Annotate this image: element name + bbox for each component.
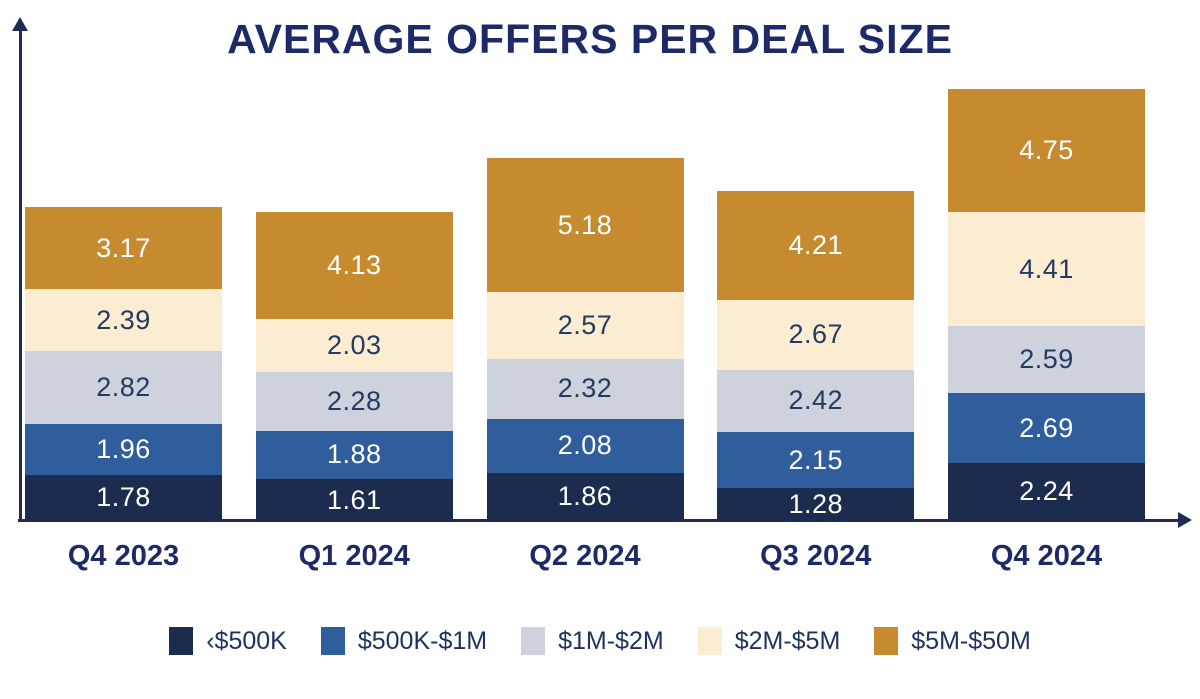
bar-segment-500k-1m: 2.69	[948, 393, 1145, 463]
bar-segment-500k: 1.61	[255, 479, 453, 521]
bar-segment-value: 1.86	[557, 481, 613, 512]
legend-item-1m-2m: $1M-$2M	[521, 627, 664, 656]
x-tick-label-q3-2024: Q3 2024	[760, 540, 872, 572]
x-tick-label-q1-2024: Q1 2024	[298, 540, 410, 572]
bar-segment-value: 1.61	[326, 484, 382, 515]
bar-segment-value: 2.57	[557, 310, 613, 341]
bar-segment-value: 2.39	[96, 304, 151, 335]
bar-q2-2024: 1.86 2.08 2.32 2.57 5.18	[486, 158, 684, 521]
bar-segment-2m-5m: 2.67	[717, 300, 915, 370]
y-axis	[19, 30, 22, 522]
bar-segment-value: 1.28	[788, 488, 844, 519]
legend-label: $2M-$5M	[734, 626, 841, 655]
bar-segment-value: 2.03	[326, 329, 382, 360]
legend-swatch-1m-2m	[521, 627, 546, 655]
bar-segment-5m-50m: 5.18	[486, 158, 684, 293]
bar-segment-1m-2m: 2.32	[486, 358, 684, 419]
bar-segment-value: 4.13	[326, 250, 382, 281]
legend-item-2m-5m: $2M-$5M	[697, 626, 841, 656]
bar-segment-1m-2m: 2.59	[948, 326, 1145, 394]
bar-q1-2024: 1.61 1.88 2.28 2.03 4.13	[255, 212, 453, 521]
bar-segment-2m-5m: 4.41	[948, 212, 1145, 327]
legend-swatch-2m-5m	[697, 627, 722, 655]
bar-segment-value: 4.41	[1019, 253, 1074, 284]
bar-segment-1m-2m: 2.28	[255, 371, 453, 431]
bar-segment-2m-5m: 2.39	[25, 289, 222, 352]
bar-segment-1m-2m: 2.82	[25, 351, 222, 425]
bar-segment-5m-50m: 4.21	[717, 191, 915, 301]
bar-segment-2m-5m: 2.57	[486, 292, 684, 359]
legend-swatch-500k-1m	[320, 627, 345, 655]
bar-segment-value: 2.32	[557, 373, 613, 404]
bar-segment-value: 2.24	[1019, 476, 1074, 507]
bar-segment-2m-5m: 2.03	[255, 319, 453, 372]
bar-q4-2023: 1.78 1.96 2.82 2.39 3.17	[25, 207, 222, 521]
bar-segment-value: 2.28	[326, 385, 382, 416]
x-axis-arrow-icon	[1178, 512, 1192, 528]
legend-item-500k-1m: $500K-$1M	[320, 626, 488, 656]
bar-segment-value: 1.78	[96, 482, 151, 513]
bar-segment-500k: 1.86	[486, 472, 684, 521]
bar-segment-value: 2.42	[788, 385, 844, 416]
bar-segment-500k: 1.78	[25, 474, 222, 521]
legend-item-5m-50m: $5M-$50M	[874, 627, 1031, 656]
legend-label: ‹$500K	[206, 626, 287, 655]
bar-segment-5m-50m: 4.13	[255, 212, 453, 320]
legend: ‹$500K $500K-$1M $1M-$2M $2M-$5M $5M-$50M	[0, 622, 1200, 660]
bar-q4-2024: 2.24 2.69 2.59 4.41 4.75	[948, 89, 1145, 521]
bar-segment-500k: 1.28	[717, 487, 915, 521]
bar-segment-value: 4.21	[788, 230, 844, 261]
bar-segment-500k-1m: 2.15	[717, 432, 915, 488]
bar-segment-value: 2.82	[96, 372, 151, 403]
bar-segment-value: 2.67	[788, 319, 844, 350]
bar-segment-value: 4.75	[1019, 135, 1074, 166]
bars-area: 1.78 1.96 2.82 2.39 3.17 1.61 1.88 2.28 2.03 4.13…	[25, 89, 1145, 521]
bar-segment-500k-1m: 2.08	[486, 418, 684, 473]
legend-label: $500K-$1M	[357, 626, 488, 655]
bar-segment-value: 3.17	[96, 232, 151, 263]
bar-segment-value: 2.08	[557, 430, 613, 461]
bar-segment-500k: 2.24	[948, 462, 1145, 521]
bar-segment-value: 2.15	[788, 444, 844, 475]
chart-title: AVERAGE OFFERS PER DEAL SIZE	[227, 16, 953, 62]
x-tick-label-q4-2024: Q4 2024	[990, 540, 1103, 572]
x-tick-labels: Q4 2023 Q1 2024 Q2 2024 Q3 2024 Q4 2024	[25, 540, 1145, 573]
legend-label: $1M-$2M	[558, 626, 664, 655]
bar-segment-value: 5.18	[557, 209, 613, 240]
bar-segment-5m-50m: 3.17	[25, 207, 222, 290]
y-axis-arrow-icon	[12, 17, 28, 31]
bar-segment-500k-1m: 1.88	[255, 430, 453, 480]
legend-label: $5M-$50M	[911, 626, 1031, 655]
legend-swatch-500k	[169, 627, 194, 655]
bar-segment-value: 2.69	[1019, 412, 1074, 443]
legend-swatch-5m-50m	[874, 627, 899, 655]
bar-q3-2024: 1.28 2.15 2.42 2.67 4.21	[717, 191, 915, 521]
bar-segment-value: 1.96	[96, 434, 151, 465]
bar-segment-5m-50m: 4.75	[948, 89, 1145, 213]
legend-item-500k: ‹$500K	[169, 627, 287, 656]
bar-segment-value: 1.88	[326, 439, 382, 470]
bar-segment-500k-1m: 1.96	[25, 424, 222, 475]
x-tick-label-q4-2023: Q4 2023	[67, 540, 180, 572]
x-tick-label-q2-2024: Q2 2024	[529, 540, 641, 572]
bar-segment-value: 2.59	[1019, 344, 1074, 375]
bar-segment-1m-2m: 2.42	[717, 369, 915, 433]
